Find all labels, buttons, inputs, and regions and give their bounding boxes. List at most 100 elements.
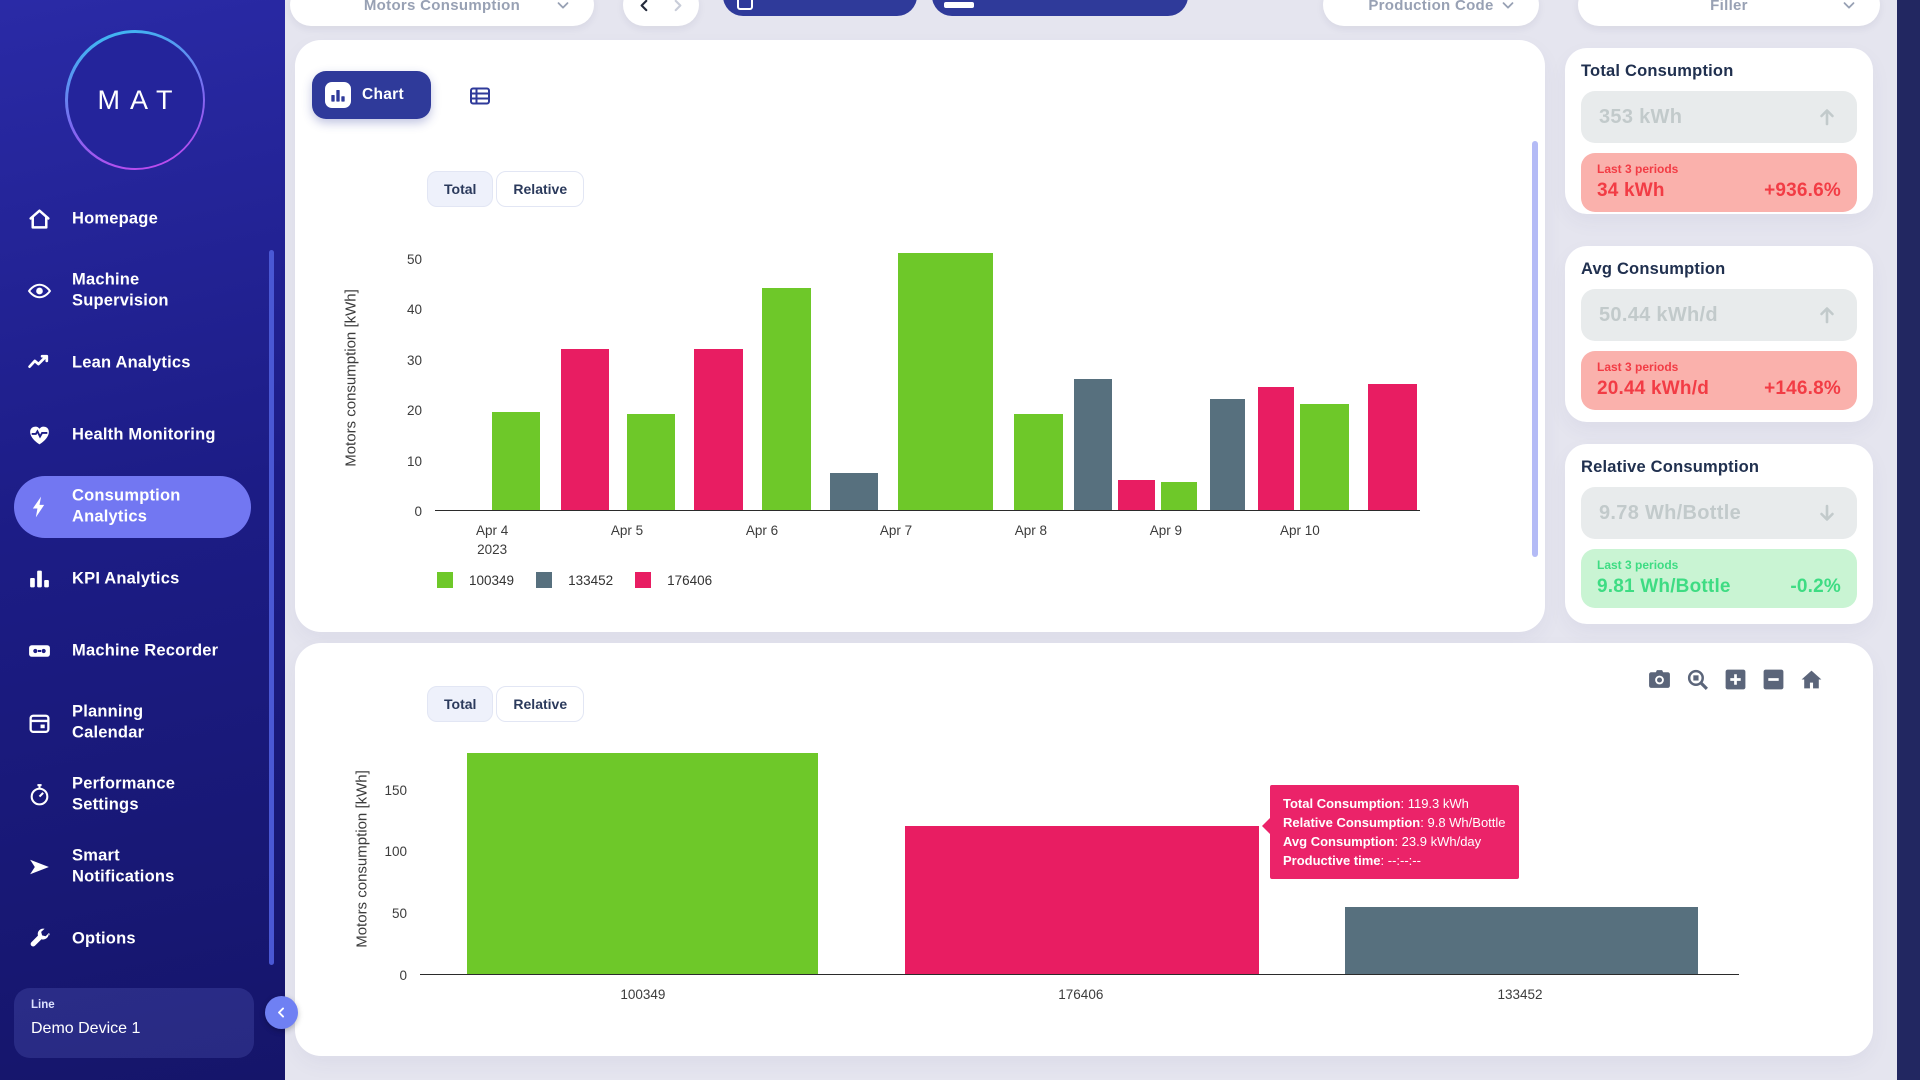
sidebar-item-machine-supervision[interactable]: Machine Supervision — [0, 255, 285, 327]
trend-arrow-icon — [1815, 501, 1839, 525]
sidebar-item-label: Performance Settings — [72, 774, 176, 814]
panel-scrollbar[interactable] — [1532, 141, 1538, 557]
logo: MAT — [65, 30, 205, 170]
chevron-down-icon — [1499, 0, 1517, 14]
filler-dropdown[interactable]: Filler — [1578, 0, 1880, 26]
wrench-icon — [27, 927, 52, 952]
sidebar-collapse-button[interactable] — [265, 996, 298, 1029]
sidebar-item-machine-recorder[interactable]: Machine Recorder — [0, 615, 285, 687]
bar-series-176406[interactable] — [561, 348, 610, 510]
kpi-title: Relative Consumption — [1581, 458, 1760, 476]
sidebar-item-label: Options — [72, 929, 136, 948]
toggle-top-relative[interactable]: Relative — [496, 171, 585, 207]
sidebar-scrollbar[interactable] — [269, 250, 274, 965]
bar-series-100349[interactable] — [897, 253, 994, 510]
sidebar-item-homepage[interactable]: Homepage — [0, 183, 285, 255]
bar-series-133452[interactable] — [1344, 906, 1699, 974]
kpi-period-value: 9.81 Wh/Bottle — [1597, 576, 1731, 597]
y-tick-label: 30 — [406, 352, 422, 368]
toggle-top-total[interactable]: Total — [427, 171, 494, 207]
bar-series-100349[interactable] — [467, 752, 819, 974]
zoom-in-icon[interactable] — [1723, 667, 1748, 692]
tooltip-row: Productive time: --:--:-- — [1283, 853, 1421, 868]
per-order-consumption-chart: Motors consumption [kWh] 0 50 100 150 100349… — [354, 744, 1739, 1002]
y-tick-label: 10 — [406, 453, 422, 469]
zoom-icon[interactable] — [1685, 667, 1710, 692]
topbar-primary-button-1[interactable] — [723, 0, 917, 16]
camera-icon[interactable] — [1647, 667, 1672, 692]
zoom-out-icon[interactable] — [1761, 667, 1786, 692]
legend-label: 100349 — [469, 572, 515, 588]
y-tick-label: 50 — [391, 906, 407, 922]
kpi-period-change: +146.8% — [1764, 378, 1841, 399]
mode-toggle-bottom: Total Relative — [427, 686, 585, 722]
legend-item-100349[interactable]: 100349 — [437, 572, 514, 588]
kpi-title: Total Consumption — [1581, 62, 1734, 80]
sidebar-item-options[interactable]: Options — [0, 903, 285, 975]
kpi-card-avg-consumption: Avg Consumption 50.44 kWh/d Last 3 perio… — [1565, 246, 1873, 422]
metric-dropdown[interactable]: Motors Consumption — [290, 0, 594, 26]
sidebar-item-performance-settings[interactable]: Performance Settings — [0, 759, 285, 831]
topbar-primary-button-2[interactable] — [932, 0, 1188, 16]
chart-view-button[interactable]: Chart — [312, 71, 431, 119]
bar-series-133452[interactable] — [1210, 399, 1245, 510]
bar-series-100349[interactable] — [627, 414, 676, 510]
sidebar-item-consumption-analytics[interactable]: Consumption Analytics — [0, 471, 285, 543]
production-code-value: Production Code — [1368, 0, 1494, 14]
bar-series-100349[interactable] — [492, 411, 541, 510]
bar-series-176406[interactable] — [905, 826, 1259, 974]
sidebar: MAT Homepage Machine Supervision Lean Anal… — [0, 0, 298, 1080]
chart-legend: 100349 133452 176406 — [437, 572, 712, 588]
toggle-bottom-total[interactable]: Total — [427, 686, 494, 722]
legend-item-176406[interactable]: 176406 — [635, 572, 712, 588]
chart-tooltip: Total Consumption: 119.3 kWh Relative Con… — [1262, 785, 1519, 879]
stopwatch-icon — [27, 783, 52, 808]
sidebar-item-lean-analytics[interactable]: Lean Analytics — [0, 327, 285, 399]
reset-axes-home-icon[interactable] — [1799, 667, 1824, 692]
metric-dropdown-value: Motors Consumption — [363, 0, 521, 14]
bar-series-176406[interactable] — [1258, 386, 1294, 510]
x-tick-label: 100349 — [620, 987, 666, 1002]
x-tick-label: Apr 7 — [879, 523, 913, 538]
kpi-title: Avg Consumption — [1581, 260, 1726, 278]
table-view-icon[interactable] — [468, 84, 492, 108]
legend-label: 133452 — [568, 572, 614, 588]
bar-series-133452[interactable] — [1074, 379, 1112, 510]
kpi-period-label: Last 3 periods — [1597, 360, 1679, 374]
x-tick-label: 176406 — [1058, 987, 1104, 1002]
kpi-value: 9.78 Wh/Bottle — [1599, 501, 1741, 524]
bar-series-100349[interactable] — [762, 288, 812, 510]
chevron-left-icon — [274, 1005, 289, 1020]
next-period-button[interactable] — [669, 0, 686, 14]
prev-period-button[interactable] — [636, 0, 653, 14]
bar-series-100349[interactable] — [1014, 414, 1064, 510]
bar-series-100349[interactable] — [1299, 404, 1350, 510]
trend-arrow-icon — [1815, 303, 1839, 327]
kpi-period-label: Last 3 periods — [1597, 162, 1679, 176]
sidebar-item-health-monitoring[interactable]: Health Monitoring — [0, 399, 285, 471]
y-tick-label: 40 — [406, 302, 422, 318]
legend-item-133452[interactable]: 133452 — [536, 572, 613, 588]
sidebar-nav: Homepage Machine Supervision Lean Analytic… — [0, 183, 285, 975]
sidebar-item-planning-calendar[interactable]: Planning Calendar — [0, 687, 285, 759]
bar-series-133452[interactable] — [829, 473, 879, 510]
device-selector[interactable]: Line Demo Device 1 — [14, 988, 254, 1058]
bar-series-176406[interactable] — [694, 348, 744, 510]
toggle-bottom-relative[interactable]: Relative — [496, 686, 585, 722]
bar-series-176406[interactable] — [1367, 384, 1418, 510]
bar-series-176406[interactable] — [1117, 479, 1156, 510]
right-edge-panel[interactable] — [1897, 0, 1920, 1080]
x-tick-label: Apr 4 2023 — [475, 523, 509, 557]
lightning-bolt-icon — [27, 495, 52, 520]
bar-series-100349[interactable] — [1160, 482, 1198, 510]
kpi-period-pill: Last 3 periods 34 kWh +936.6% — [1581, 153, 1857, 212]
kpi-card-relative-consumption: Relative Consumption 9.78 Wh/Bottle Last… — [1565, 444, 1873, 624]
heart-pulse-icon — [27, 423, 52, 448]
kpi-value: 50.44 kWh/d — [1599, 303, 1718, 326]
production-code-dropdown[interactable]: Production Code — [1323, 0, 1539, 26]
sidebar-item-smart-notifications[interactable]: Smart Notifications — [0, 831, 285, 903]
x-tick-label: Apr 8 — [1014, 523, 1048, 538]
daily-consumption-panel: Chart Total Relative Motors consumption [… — [295, 40, 1545, 632]
sidebar-item-kpi-analytics[interactable]: KPI Analytics — [0, 543, 285, 615]
